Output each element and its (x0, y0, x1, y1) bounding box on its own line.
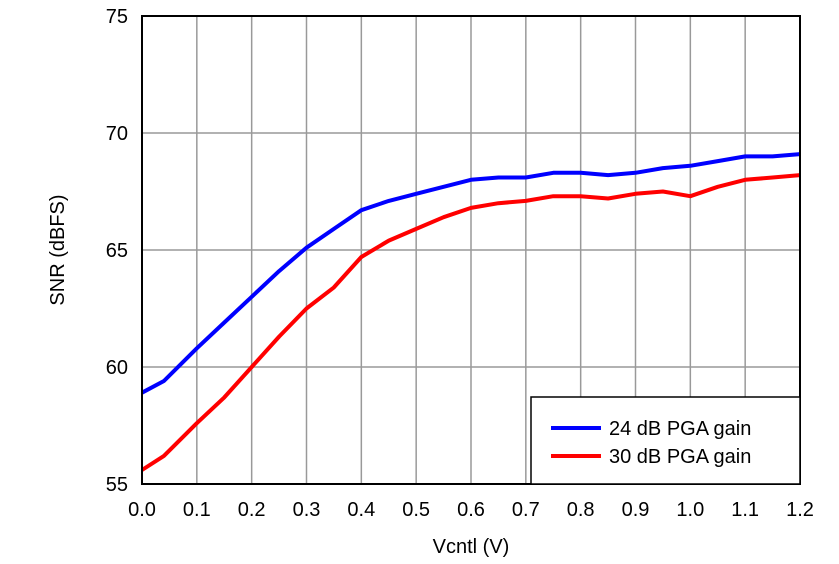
x-tick-labels: 0.0 0.1 0.2 0.3 0.4 0.5 0.6 0.7 0.8 0.9 1.0 1.1 1.2 (128, 499, 814, 521)
x-tick-label: 0.2 (238, 499, 266, 521)
legend-box (530, 396, 801, 485)
series-lines (140, 152, 801, 472)
x-tick-label: 0.8 (567, 499, 595, 521)
x-tick-label: 0.6 (457, 499, 485, 521)
x-tick-label: 0.9 (622, 499, 650, 521)
plot-frame (141, 15, 801, 485)
legend: 24 dB PGA gain 30 dB PGA gain (530, 396, 801, 485)
y-tick-label: 70 (106, 123, 128, 145)
x-tick-label: 1.1 (731, 499, 759, 521)
series-line-1 (140, 173, 801, 472)
x-tick-label: 0.3 (293, 499, 321, 521)
x-tick-label: 0.0 (128, 499, 156, 521)
x-tick-label: 0.4 (347, 499, 375, 521)
legend-label-24db: 24 dB PGA gain (609, 418, 751, 440)
x-tick-label: 0.5 (402, 499, 430, 521)
x-axis-label: Vcntl (V) (433, 536, 510, 558)
y-tick-label: 55 (106, 474, 128, 496)
x-tick-label: 1.0 (676, 499, 704, 521)
y-tick-label: 75 (106, 6, 128, 28)
x-tick-label: 0.1 (183, 499, 211, 521)
y-tick-label: 65 (106, 240, 128, 262)
legend-label-30db: 30 dB PGA gain (609, 446, 751, 468)
y-tick-label: 60 (106, 357, 128, 379)
y-axis-label: SNR (dBFS) (47, 194, 69, 305)
x-tick-label: 0.7 (512, 499, 540, 521)
series-line-0 (141, 152, 801, 395)
y-tick-labels: 55 60 65 70 75 (106, 6, 128, 496)
x-tick-label: 1.2 (786, 499, 814, 521)
